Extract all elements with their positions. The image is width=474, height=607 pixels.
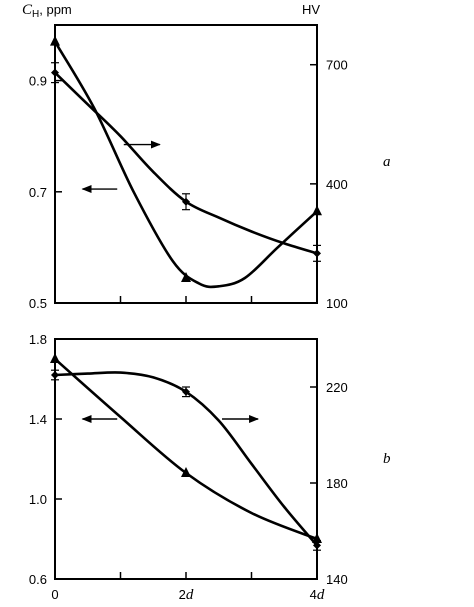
left-tick-label: 1.8 bbox=[29, 332, 47, 347]
right-tick-label: 400 bbox=[326, 177, 348, 192]
left-tick-label: 1.4 bbox=[29, 412, 47, 427]
left-tick-label: 0.9 bbox=[29, 74, 47, 89]
x-tick-label: 2d bbox=[179, 587, 194, 603]
x-tick-label: 4d bbox=[310, 587, 325, 603]
left-axis-curve bbox=[53, 41, 318, 289]
panel-label-a: a bbox=[383, 154, 391, 170]
panel-a-frame bbox=[54, 24, 318, 304]
panel-a: CH, ppm HV a 0.5 0.7 0.9 100 400 700 bbox=[22, 2, 391, 311]
triangle-marker bbox=[50, 35, 60, 46]
right-tick-label: 100 bbox=[326, 296, 348, 311]
x-tick-label: 0 bbox=[51, 587, 58, 602]
right-axis-title: HV bbox=[302, 2, 320, 17]
right-tick-label: 700 bbox=[326, 58, 348, 73]
left-tick-label: 1.0 bbox=[29, 492, 47, 507]
diamond-marker bbox=[313, 541, 321, 550]
right-tick-label: 220 bbox=[326, 380, 348, 395]
triangle-marker bbox=[312, 205, 322, 216]
triangle-marker bbox=[181, 271, 191, 282]
right-axis-curve bbox=[54, 71, 318, 255]
diamond-marker bbox=[182, 387, 190, 396]
left-tick-label: 0.5 bbox=[29, 296, 47, 311]
diamond-marker bbox=[51, 371, 59, 379]
left-axis-curve bbox=[54, 358, 318, 541]
right-tick-label: 180 bbox=[326, 476, 348, 491]
left-axis-title: CH, ppm bbox=[22, 2, 72, 20]
diamond-marker bbox=[51, 68, 59, 77]
left-tick-label: 0.7 bbox=[29, 185, 47, 200]
right-tick-label: 140 bbox=[326, 572, 348, 587]
diamond-marker bbox=[313, 249, 321, 258]
triangle-marker bbox=[181, 467, 191, 477]
left-tick-label: 0.6 bbox=[29, 572, 47, 587]
panel-b: b 0.6 1.0 1.4 1.8 140 180 220 0 2d 4d bbox=[29, 332, 391, 603]
diamond-marker bbox=[182, 197, 190, 206]
panel-label-b: b bbox=[383, 451, 391, 467]
triangle-marker bbox=[50, 353, 60, 363]
right-axis-curve bbox=[54, 371, 318, 547]
panel-b-frame bbox=[54, 338, 318, 580]
